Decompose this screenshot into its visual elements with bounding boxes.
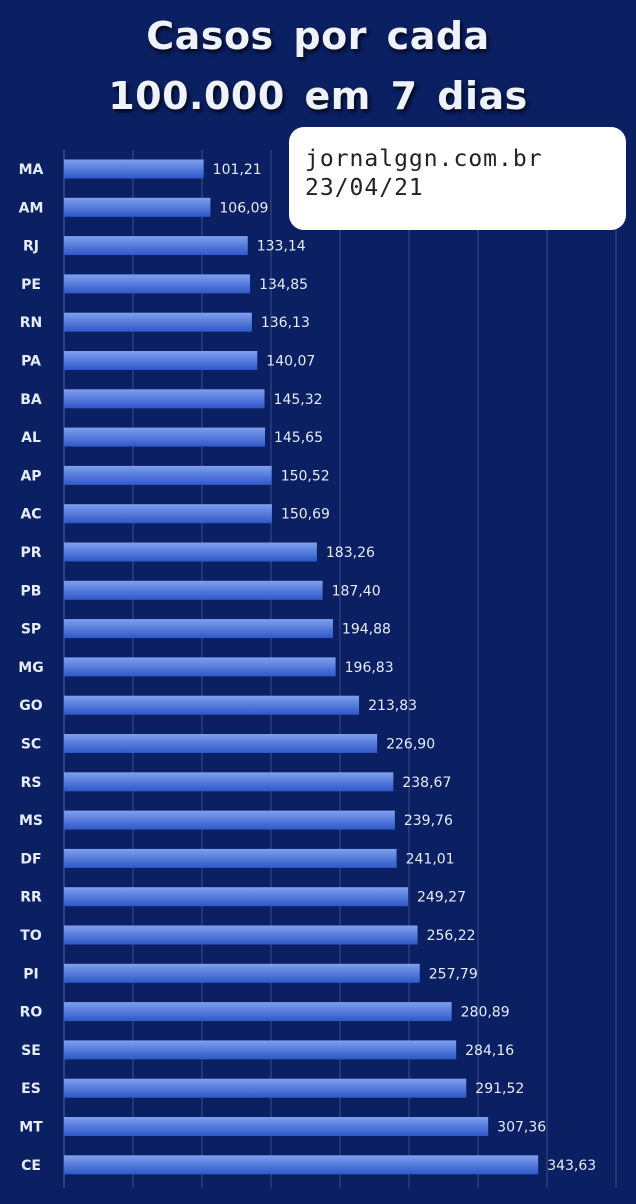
value-label: 343,63 bbox=[547, 1158, 596, 1174]
value-label: 238,67 bbox=[402, 775, 451, 791]
value-label: 257,79 bbox=[429, 966, 478, 982]
chart-subtitle: 100.000 em 7 dias bbox=[108, 74, 528, 118]
category-label: MT bbox=[19, 1120, 43, 1136]
category-label: DF bbox=[20, 851, 41, 867]
category-label: MG bbox=[18, 660, 43, 676]
value-label: 280,89 bbox=[461, 1005, 510, 1021]
bar bbox=[64, 312, 252, 332]
value-label: 134,85 bbox=[259, 277, 308, 293]
bar bbox=[64, 197, 211, 217]
value-label: 226,90 bbox=[386, 737, 435, 753]
value-label: 150,69 bbox=[281, 507, 330, 523]
source-stamp: jornalggn.com.br 23/04/21 bbox=[289, 127, 626, 230]
bar-layer: MA 101,21 AM 106,09 RJ 133,14 PE 134,85 RN 136,13… bbox=[18, 159, 596, 1175]
category-label: AC bbox=[20, 507, 41, 523]
value-label: 249,27 bbox=[417, 890, 466, 906]
category-label: RR bbox=[20, 890, 42, 906]
value-label: 183,26 bbox=[326, 545, 375, 561]
bar bbox=[64, 351, 258, 370]
value-label: 307,36 bbox=[497, 1120, 546, 1136]
category-label: PI bbox=[23, 966, 38, 982]
value-label: 136,13 bbox=[261, 315, 310, 331]
category-label: PE bbox=[21, 277, 41, 293]
category-label: SE bbox=[21, 1043, 41, 1059]
bar bbox=[64, 1117, 489, 1136]
value-label: 145,65 bbox=[274, 430, 323, 446]
source-date: 23/04/21 bbox=[305, 175, 424, 201]
value-label: 213,83 bbox=[368, 698, 417, 714]
bar bbox=[64, 580, 323, 600]
category-label: PB bbox=[21, 583, 42, 599]
value-label: 284,16 bbox=[465, 1043, 514, 1059]
value-label: 150,52 bbox=[281, 468, 330, 484]
value-label: 194,88 bbox=[342, 622, 391, 638]
bar bbox=[64, 1002, 452, 1022]
value-label: 196,83 bbox=[345, 660, 394, 676]
chart-title: Casos por cada bbox=[146, 14, 490, 58]
bar bbox=[64, 1078, 467, 1098]
bar bbox=[64, 236, 248, 256]
value-label: 187,40 bbox=[332, 583, 381, 599]
bar bbox=[64, 427, 265, 447]
category-label: PR bbox=[20, 545, 41, 561]
bar bbox=[64, 542, 317, 562]
bar bbox=[64, 925, 418, 945]
bar bbox=[64, 1040, 457, 1060]
category-label: AM bbox=[19, 200, 44, 216]
category-label: BA bbox=[20, 392, 42, 408]
bar bbox=[64, 963, 420, 983]
bar bbox=[64, 887, 408, 907]
value-label: 101,21 bbox=[213, 162, 262, 178]
source-site: jornalggn.com.br bbox=[305, 146, 543, 172]
bar bbox=[64, 810, 395, 830]
category-label: ES bbox=[21, 1081, 41, 1097]
bar bbox=[64, 274, 251, 294]
bar bbox=[64, 504, 272, 524]
bar bbox=[64, 159, 204, 179]
category-label: PA bbox=[21, 354, 41, 370]
category-label: MS bbox=[19, 813, 43, 829]
category-label: RS bbox=[21, 775, 42, 791]
value-label: 291,52 bbox=[475, 1081, 524, 1097]
bar bbox=[64, 1155, 539, 1175]
bar bbox=[64, 848, 397, 868]
bar bbox=[64, 695, 360, 715]
bar bbox=[64, 772, 394, 792]
bar bbox=[64, 734, 378, 753]
category-label: AP bbox=[20, 468, 41, 484]
category-label: SC bbox=[21, 737, 41, 753]
bar bbox=[64, 465, 272, 485]
value-label: 239,76 bbox=[404, 813, 453, 829]
value-label: 241,01 bbox=[406, 851, 455, 867]
category-label: SP bbox=[21, 622, 41, 638]
value-label: 106,09 bbox=[219, 200, 268, 216]
category-label: CE bbox=[21, 1158, 41, 1174]
category-label: RJ bbox=[23, 239, 39, 255]
value-label: 256,22 bbox=[427, 928, 476, 944]
bar bbox=[64, 389, 265, 409]
category-label: RO bbox=[20, 1005, 43, 1021]
category-label: GO bbox=[19, 698, 42, 714]
bar bbox=[64, 619, 333, 639]
category-label: TO bbox=[20, 928, 42, 944]
value-label: 140,07 bbox=[266, 354, 315, 370]
category-label: RN bbox=[20, 315, 43, 331]
value-label: 133,14 bbox=[257, 239, 306, 255]
value-label: 145,32 bbox=[274, 392, 323, 408]
category-label: AL bbox=[21, 430, 41, 446]
category-label: MA bbox=[19, 162, 44, 178]
bar bbox=[64, 657, 336, 677]
